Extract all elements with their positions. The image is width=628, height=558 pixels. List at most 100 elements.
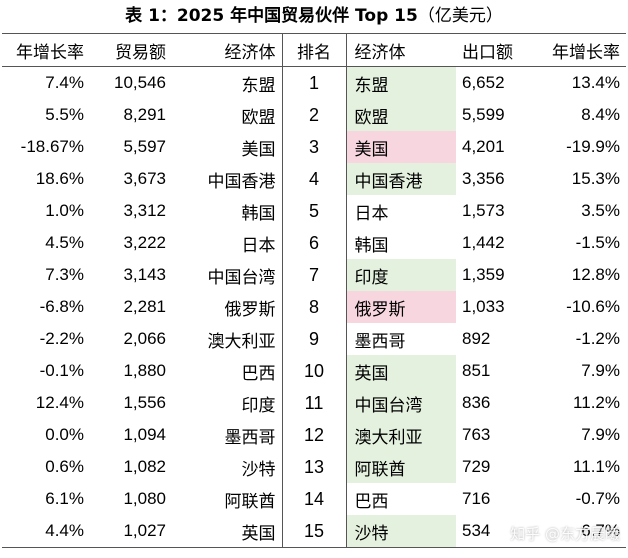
trade-value-cell: 3,312 [123,201,166,220]
export-partner-cell: 东盟 [346,66,456,99]
trade-partner-cell: 印度 [241,395,276,416]
export-partner-cell: 巴西 [354,491,389,512]
table-row: -6.8% 2,281 俄罗斯 8 俄罗斯 1,033 -10.6% [2,291,626,323]
trade-partner-cell: 日本 [241,235,276,256]
export-value-cell: 1,359 [462,265,505,284]
export-value-cell: 1,442 [462,233,505,252]
export-growth-cell: 8.4% [581,105,620,124]
export-partner-cell: 墨西哥 [354,331,406,352]
export-value-cell: 534 [456,515,536,548]
trade-value-cell: 2,281 [123,297,166,316]
export-partner-cell: 美国 [346,131,456,163]
export-value-cell: 4,201 [462,137,505,156]
trade-growth-cell: -2.2% [39,329,84,348]
trade-partner-cell: 韩国 [241,203,276,224]
rank-cell: 3 [281,131,347,163]
trade-growth-cell: 18.6% [35,169,84,188]
trade-value-cell: 3,222 [123,233,166,252]
trade-growth-cell: 12.4% [35,393,84,412]
export-partner-cell: 俄罗斯 [346,291,456,323]
trade-partner-cell: 英国 [172,515,282,548]
export-growth-cell: -1.5% [575,233,620,252]
trade-growth-cell: -18.67% [20,137,84,156]
table-row: 1.0% 3,312 韩国 5 日本 1,573 3.5% [2,195,626,227]
export-partner-cell: 阿联酋 [346,451,456,483]
trade-partner-cell: 中国香港 [207,171,276,192]
header-rank: 排名 [281,33,347,67]
export-growth-cell: 3.5% [581,201,620,220]
rank-cell: 5 [281,195,347,227]
header-trade-value: 贸易额 [90,33,172,67]
export-partner-cell: 印度 [346,259,456,291]
rank-cell: 7 [281,259,347,291]
trade-value-cell: 5,597 [123,137,166,156]
export-growth-cell: -19.9% [566,137,620,156]
export-partner-cell: 中国香港 [346,163,456,195]
rank-cell: 6 [281,227,347,259]
export-value-cell: 729 [462,457,491,476]
table-row: 5.5% 8,291 欧盟 2 欧盟 5,599 8.4% [2,99,626,131]
table-row: 0.6% 1,082 沙特 13 阿联酋 729 11.1% [2,451,626,483]
export-partner-cell: 韩国 [354,235,389,256]
header-export-value: 出口额 [456,33,536,67]
export-value-cell: 851 [462,361,491,380]
export-growth-cell: 11.2% [573,393,620,412]
trade-partner-cell: 沙特 [241,459,276,480]
table-row: 6.1% 1,080 阿联酋 14 巴西 716 -0.7% [2,483,626,515]
export-value-cell: 892 [462,329,491,348]
export-partner-cell: 日本 [354,203,389,224]
trade-value-cell: 10,546 [114,73,166,92]
table-row: -18.67% 5,597 美国 3 美国 4,201 -19.9% [2,131,626,163]
trade-partner-cell: 中国台湾 [207,267,276,288]
trade-partner-cell: 东盟 [241,75,276,96]
table-title-main: 表 1：2025 年中国贸易伙伴 Top 15 [125,6,418,26]
trade-value-cell: 1,556 [123,393,166,412]
table-row: -2.2% 2,066 澳大利亚 9 墨西哥 892 -1.2% [2,323,626,355]
table-row: 12.4% 1,556 印度 11 中国台湾 836 11.2% [2,387,626,419]
table-row: 4.4% 1,027 英国 15 沙特 534 6.7% [2,515,626,548]
export-partner-cell: 沙特 [346,515,456,548]
trade-value-cell: 8,291 [123,105,166,124]
rank-cell: 13 [281,451,347,483]
export-growth-cell: 15.3% [571,169,620,188]
trade-partner-cell: 俄罗斯 [224,299,276,320]
trade-partner-cell: 澳大利亚 [207,331,276,352]
header-row: 年增长率 贸易额 经济体 排名 经济体 出口额 年增长率 [2,33,626,67]
table-row: 0.0% 1,094 墨西哥 12 澳大利亚 763 7.9% [2,419,626,451]
export-partner-cell: 欧盟 [346,99,456,131]
export-value-cell: 763 [462,425,491,444]
table-row: 4.5% 3,222 日本 6 韩国 1,442 -1.5% [2,227,626,259]
rank-cell: 11 [281,387,347,419]
trade-growth-cell: 4.5% [45,233,84,252]
trade-growth-cell: 7.3% [45,265,84,284]
export-partner-cell: 中国台湾 [346,387,456,419]
export-value-cell: 3,356 [462,169,505,188]
trade-growth-cell: -6.8% [39,297,84,316]
trade-partner-cell: 美国 [241,139,276,160]
header-export-partner: 经济体 [346,33,456,67]
export-value-cell: 5,599 [462,105,505,124]
table-row: 7.4% 10,546 东盟 1 东盟 6,652 13.4% [2,66,626,99]
export-growth-cell: 11.1% [573,457,620,476]
table-row: 18.6% 3,673 中国香港 4 中国香港 3,356 15.3% [2,163,626,195]
trade-growth-cell: 4.4% [2,515,90,548]
export-growth-cell: 13.4% [571,73,620,92]
trade-value-cell: 1,880 [123,361,166,380]
export-growth-cell: 12.8% [571,265,620,284]
trade-value-cell: 3,143 [123,265,166,284]
trade-partner-cell: 巴西 [241,363,276,384]
trade-growth-cell: 0.6% [45,457,84,476]
rank-cell: 4 [281,163,347,195]
rank-cell: 14 [281,483,347,515]
export-growth-cell: -10.6% [566,297,620,316]
trade-growth-cell: -0.1% [39,361,84,380]
table-row: 7.3% 3,143 中国台湾 7 印度 1,359 12.8% [2,259,626,291]
trade-partner-cell: 墨西哥 [224,427,276,448]
header-trade-partner: 经济体 [172,33,282,67]
rank-cell: 2 [281,99,347,131]
export-value-cell: 716 [462,489,491,508]
export-value-cell: 1,033 [462,297,505,316]
trade-partner-cell: 欧盟 [241,107,276,128]
rank-cell: 9 [281,323,347,355]
export-growth-cell: -0.7% [575,489,620,508]
